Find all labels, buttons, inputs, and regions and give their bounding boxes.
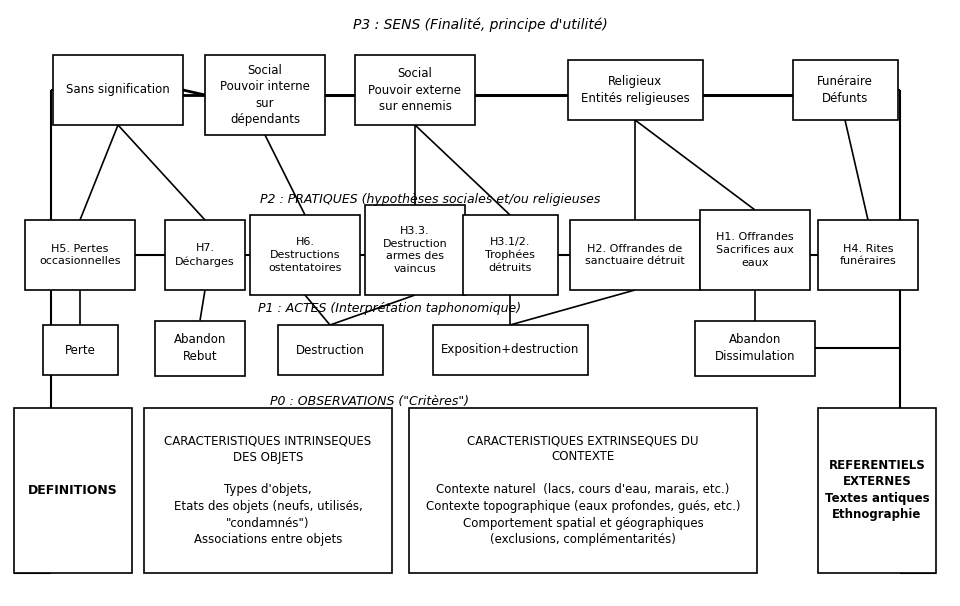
FancyBboxPatch shape [14,407,132,573]
Text: P1 : ACTES (Interprétation taphonomique): P1 : ACTES (Interprétation taphonomique) [258,302,521,315]
Text: Abandon
Dissimulation: Abandon Dissimulation [715,333,795,363]
FancyBboxPatch shape [144,407,392,573]
FancyBboxPatch shape [205,55,325,135]
Text: P0 : OBSERVATIONS ("Critères"): P0 : OBSERVATIONS ("Critères") [271,395,469,408]
Text: H1. Offrandes
Sacrifices aux
eaux: H1. Offrandes Sacrifices aux eaux [716,232,794,268]
Text: Social
Pouvoir externe
sur ennemis: Social Pouvoir externe sur ennemis [369,67,462,113]
Text: CARACTERISTIQUES INTRINSEQUES
DES OBJETS

Types d'objets,
Etats des objets (neuf: CARACTERISTIQUES INTRINSEQUES DES OBJETS… [164,434,372,546]
FancyBboxPatch shape [793,60,898,120]
Text: Funéraire
Défunts: Funéraire Défunts [817,75,873,105]
Text: H5. Pertes
occasionnelles: H5. Pertes occasionnelles [39,244,121,267]
FancyBboxPatch shape [695,321,815,376]
Text: Sans signification: Sans signification [66,84,170,96]
Text: CARACTERISTIQUES EXTRINSEQUES DU
CONTEXTE

Contexte naturel  (lacs, cours d'eau,: CARACTERISTIQUES EXTRINSEQUES DU CONTEXT… [425,434,740,546]
FancyBboxPatch shape [53,55,183,125]
Text: REFERENTIELS
EXTERNES
Textes antiques
Ethnographie: REFERENTIELS EXTERNES Textes antiques Et… [825,459,929,521]
FancyBboxPatch shape [277,325,382,375]
FancyBboxPatch shape [570,220,700,290]
Text: H3.3.
Destruction
armes des
vaincus: H3.3. Destruction armes des vaincus [383,226,447,274]
FancyBboxPatch shape [365,205,465,295]
Text: H4. Rites
funéraires: H4. Rites funéraires [840,244,897,267]
Text: Perte: Perte [64,344,95,356]
FancyBboxPatch shape [155,321,245,376]
Text: Social
Pouvoir interne
sur
dépendants: Social Pouvoir interne sur dépendants [220,64,310,126]
Text: P3 : SENS (Finalité, principe d'utilité): P3 : SENS (Finalité, principe d'utilité) [352,18,608,33]
Text: H2. Offrandes de
sanctuaire détruit: H2. Offrandes de sanctuaire détruit [586,244,684,267]
FancyBboxPatch shape [433,325,588,375]
FancyBboxPatch shape [25,220,135,290]
FancyBboxPatch shape [463,215,558,295]
Text: H6.
Destructions
ostentatoires: H6. Destructions ostentatoires [268,237,342,273]
Text: Exposition+destruction: Exposition+destruction [441,344,579,356]
FancyBboxPatch shape [409,407,757,573]
Text: H7.
Décharges: H7. Décharges [175,243,235,267]
FancyBboxPatch shape [355,55,475,125]
FancyBboxPatch shape [42,325,117,375]
Text: Religieux
Entités religieuses: Religieux Entités religieuses [581,75,689,105]
Text: P2 : PRATIQUES (hypothèses sociales et/ou religieuses: P2 : PRATIQUES (hypothèses sociales et/o… [260,193,600,206]
FancyBboxPatch shape [165,220,245,290]
FancyBboxPatch shape [250,215,360,295]
FancyBboxPatch shape [818,220,918,290]
Text: H3.1/2.
Trophées
détruits: H3.1/2. Trophées détruits [485,237,535,273]
Text: Abandon
Rebut: Abandon Rebut [174,333,227,363]
FancyBboxPatch shape [818,407,936,573]
Text: Destruction: Destruction [296,344,365,356]
FancyBboxPatch shape [700,210,810,290]
Text: DEFINITIONS: DEFINITIONS [28,484,118,496]
FancyBboxPatch shape [567,60,703,120]
